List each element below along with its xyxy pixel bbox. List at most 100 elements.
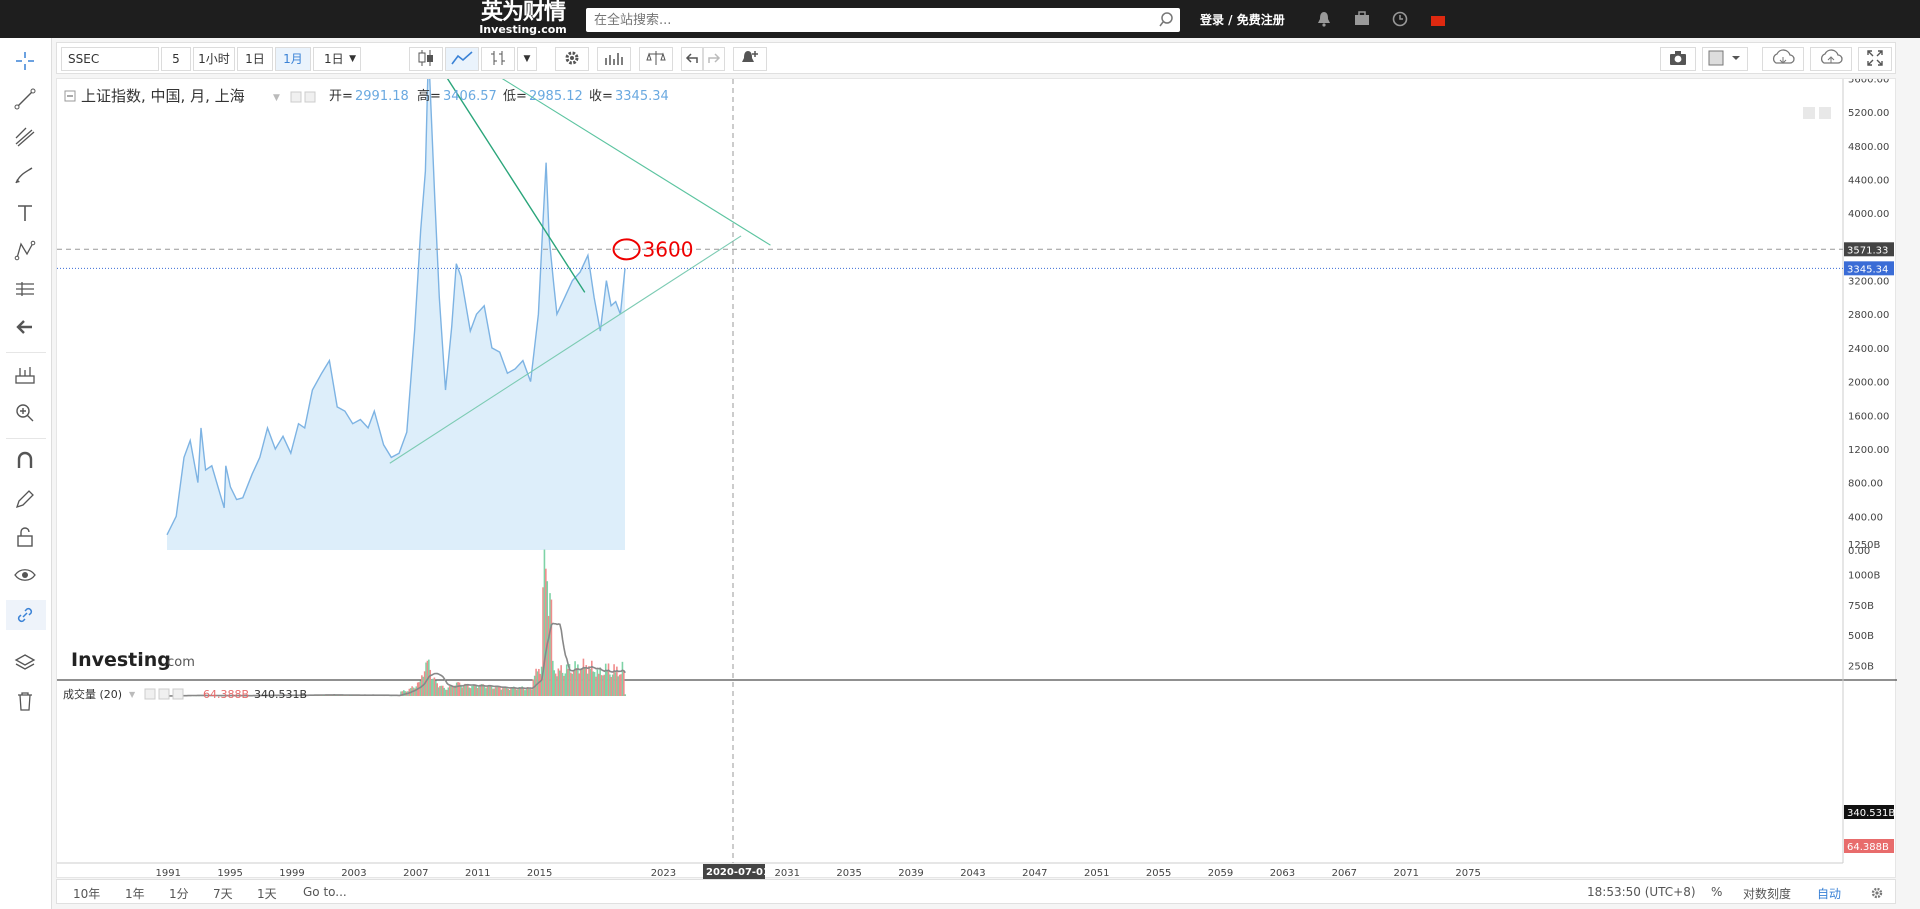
low-label: 低=: [503, 89, 527, 104]
ruler-icon[interactable]: [12, 362, 38, 388]
zoom-in-icon[interactable]: [12, 400, 38, 426]
volume-settings-icon[interactable]: [144, 688, 156, 700]
volume-bar: [531, 689, 533, 696]
trendline[interactable]: [389, 235, 742, 464]
candles-chart-type-button[interactable]: [409, 47, 443, 71]
range-1d-button[interactable]: 1天: [257, 887, 277, 901]
volume-bar: [570, 672, 572, 696]
gear-icon[interactable]: [1869, 885, 1885, 901]
range-1min-button[interactable]: 1分: [169, 887, 189, 901]
trend-line-icon[interactable]: [12, 86, 38, 112]
price-chart[interactable]: 3600 6800.006400.006000.005600.005200.00…: [57, 7, 1897, 879]
load-chart-button[interactable]: [1762, 47, 1804, 71]
crosshair-icon[interactable]: [12, 48, 38, 74]
site-search-input[interactable]: [586, 8, 1180, 32]
magnet-icon[interactable]: [12, 448, 38, 474]
volume-bar: [616, 666, 618, 696]
scale-up-icon[interactable]: [1819, 107, 1831, 119]
price-tick-label: 2800.00: [1848, 310, 1889, 321]
high-label: 高=: [417, 88, 441, 104]
volume-bar: [586, 673, 589, 696]
annotation-circle[interactable]: [612, 238, 641, 261]
volume-legend: 成交量 (20) ▼ 64.388B 340.531B: [63, 687, 307, 701]
brush-icon[interactable]: [12, 162, 38, 188]
volume-bar: [469, 688, 472, 696]
text-tool-icon[interactable]: [12, 200, 38, 226]
series-title[interactable]: 上证指数, 中国, 月, 上海: [81, 87, 245, 105]
volume-bar: [515, 689, 518, 696]
scale-down-icon[interactable]: [1803, 107, 1815, 119]
volume-title[interactable]: 成交量 (20): [63, 687, 122, 701]
login-register-link[interactable]: 登录 / 免费注册: [1200, 13, 1285, 27]
save-chart-button[interactable]: [1810, 47, 1852, 71]
volume-bar: [455, 682, 458, 696]
compare-button[interactable]: [639, 47, 673, 71]
range-7d-button[interactable]: 7天: [213, 887, 233, 901]
interval-dropdown[interactable]: 1日 ▼: [313, 47, 361, 71]
price-tick-label: 1600.00: [1848, 411, 1889, 422]
interval-1h-button[interactable]: 1小时: [193, 47, 235, 71]
draw-mode-icon[interactable]: [12, 486, 38, 512]
redo-button[interactable]: [703, 47, 725, 71]
chart-type-dropdown[interactable]: ▼: [517, 47, 537, 71]
indicators-button[interactable]: [597, 47, 631, 71]
goto-date-button[interactable]: Go to...: [303, 885, 347, 899]
pitchfork-icon[interactable]: [12, 124, 38, 150]
time-cursor-text: 2020-07-01: [706, 867, 770, 878]
eye-icon[interactable]: [12, 562, 38, 588]
trendline[interactable]: [421, 79, 771, 246]
area-chart-type-button[interactable]: [445, 47, 479, 71]
bell-icon[interactable]: [1314, 9, 1334, 29]
undo-button[interactable]: [681, 47, 703, 71]
annotation-text[interactable]: 3600: [643, 237, 694, 261]
back-arrow-icon[interactable]: [12, 314, 38, 340]
clock-icon[interactable]: [1390, 9, 1410, 29]
measure-icon[interactable]: [12, 276, 38, 302]
trash-icon[interactable]: [12, 688, 38, 714]
range-10y-button[interactable]: 10年: [73, 887, 101, 901]
settings-button[interactable]: [555, 47, 589, 71]
interval-1m-button[interactable]: 1月: [275, 47, 311, 71]
volume-bar: [603, 674, 606, 696]
volume-close-icon[interactable]: [172, 688, 184, 700]
volume-bar: [568, 664, 571, 696]
volume-bar: [446, 689, 448, 696]
volume-visibility-icon[interactable]: [158, 688, 170, 700]
volume-bar: [539, 673, 542, 696]
screenshot-button[interactable]: [1660, 47, 1696, 71]
search-icon[interactable]: [1158, 10, 1178, 30]
trendline[interactable]: [428, 79, 586, 293]
auto-scale-toggle[interactable]: 自动: [1817, 887, 1842, 901]
link-icon[interactable]: [12, 602, 38, 628]
toolbar-divider: [6, 352, 46, 353]
percent-scale-toggle[interactable]: %: [1711, 885, 1723, 899]
range-1y-button[interactable]: 1年: [125, 887, 145, 901]
lock-icon[interactable]: [12, 524, 38, 550]
alert-button[interactable]: [733, 47, 767, 71]
interval-number[interactable]: 5: [161, 47, 191, 71]
pattern-icon[interactable]: [12, 238, 38, 264]
volume-bar: [479, 684, 482, 696]
undo-icon: [685, 53, 698, 63]
current-time: 18:53:50 (UTC+8): [1587, 885, 1696, 899]
interval-1d-button[interactable]: 1日: [237, 47, 273, 71]
symbol-search-input[interactable]: SSEC: [61, 47, 159, 71]
fullscreen-button[interactable]: [1858, 47, 1892, 71]
china-flag-icon[interactable]: [1431, 16, 1445, 26]
log-scale-toggle[interactable]: 对数刻度: [1743, 887, 1792, 901]
legend-dropdown-icon[interactable]: ▼: [273, 93, 280, 103]
series-visibility-icon[interactable]: [304, 91, 316, 103]
volume-bar: [589, 668, 592, 696]
volume-dropdown-icon[interactable]: ▼: [129, 690, 136, 699]
layers-icon[interactable]: [12, 650, 38, 676]
volume-bar: [483, 686, 486, 696]
bars-chart-type-button[interactable]: [481, 47, 515, 71]
volume-bar: [497, 686, 500, 696]
volume-bar: [581, 668, 583, 696]
volume-bar: [522, 688, 525, 696]
series-settings-icon[interactable]: [290, 91, 302, 103]
layout-button[interactable]: [1702, 47, 1748, 71]
volume-bar: [472, 684, 475, 696]
investing-logo[interactable]: 英为财情 Investing.com: [474, 1, 572, 37]
portfolio-icon[interactable]: [1352, 9, 1372, 29]
